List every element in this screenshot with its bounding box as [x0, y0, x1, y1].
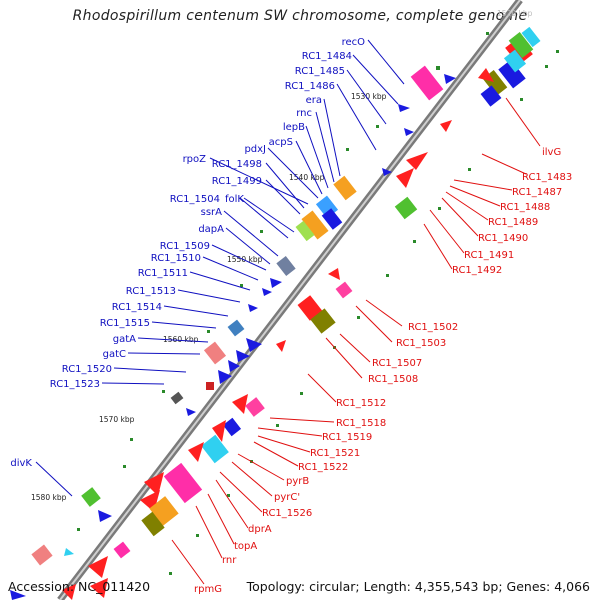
gene-label: RC1_1513	[126, 286, 176, 297]
gene-label: gatC	[103, 349, 126, 360]
tick-label: 1530 kbp	[351, 92, 387, 101]
gene-label: pyrC'	[274, 492, 300, 503]
tick-label: 1560 kbp	[163, 335, 199, 344]
tick-label: 1550 kbp	[227, 255, 263, 264]
gene-label: RC1_1485	[295, 66, 345, 77]
gene-label: RC1_1490	[478, 233, 528, 244]
blue-leaders	[35, 39, 405, 497]
tick-label: 1570 kbp	[99, 415, 135, 424]
gene-label: RC1_1486	[285, 81, 335, 92]
gene-label: lepB	[283, 122, 305, 133]
gene-label: RC1_1489	[488, 217, 538, 228]
gene-label: RC1_1487	[512, 187, 562, 198]
gene-label: RC1_1509	[160, 241, 210, 252]
red-gene-labels: ilvG RC1_1483 RC1_1487 RC1_1488 RC1_1489…	[194, 147, 572, 595]
gene-label: recO	[342, 37, 366, 48]
accession-text: Accession: NC_011420	[8, 579, 151, 594]
gene-label: divK	[10, 458, 32, 469]
gene-label: dapA	[198, 224, 224, 235]
tick-label: 1520 kbp	[497, 9, 533, 18]
gene-label: rnc	[296, 108, 312, 119]
gene-label: RC1_1502	[408, 322, 458, 333]
gene-label: RC1_1504	[170, 194, 220, 205]
forward-genes	[10, 65, 456, 600]
red-leaders	[171, 97, 541, 585]
gene-label: RC1_1511	[138, 268, 188, 279]
gene-label: folK	[225, 194, 244, 205]
gene-label: ssrA	[201, 207, 223, 218]
gene-label: RC1_1491	[464, 250, 514, 261]
gene-label: RC1_1518	[336, 418, 386, 429]
genome-summary: Topology: circular; Length: 4,355,543 bp…	[246, 579, 590, 594]
chromosome-backbone	[57, 0, 523, 600]
gene-label: RC1_1512	[336, 398, 386, 409]
gene-label: RC1_1507	[372, 358, 422, 369]
gene-label: RC1_1520	[62, 364, 112, 375]
gene-label: topA	[234, 541, 257, 552]
gene-label: RC1_1523	[50, 379, 100, 390]
genome-title: Rhodospirillum centenum SW chromosome, c…	[72, 8, 528, 24]
gene-label: RC1_1498	[212, 159, 262, 170]
blue-gene-labels: recO RC1_1484 RC1_1485 RC1_1486 era rnc …	[10, 37, 365, 469]
gene-label: RC1_1499	[212, 176, 262, 187]
gene-label: RC1_1526	[262, 508, 312, 519]
gene-label: RC1_1519	[322, 432, 372, 443]
gene-label: RC1_1521	[310, 448, 360, 459]
gene-label: RC1_1492	[452, 265, 502, 276]
scale-ticks: 1520 kbp 1530 kbp 1540 kbp 1550 kbp 1560…	[31, 9, 533, 502]
gene-label: gatA	[113, 334, 136, 345]
gene-label: RC1_1514	[112, 302, 162, 313]
gene-label: RC1_1483	[522, 172, 572, 183]
gene-label: RC1_1503	[396, 338, 446, 349]
gene-label: era	[306, 95, 322, 106]
gene-label: RC1_1522	[298, 462, 348, 473]
gene-label: rpmG	[194, 584, 222, 595]
gene-label: rnr	[222, 555, 237, 566]
reverse-genes	[62, 26, 541, 600]
gene-label: RC1_1488	[500, 202, 550, 213]
tick-label: 1540 kbp	[289, 173, 325, 182]
gene-label: pyrB	[286, 476, 309, 487]
tick-label: 1580 kbp	[31, 493, 67, 502]
gene-label: acpS	[269, 137, 293, 148]
gene-label: RC1_1484	[302, 51, 352, 62]
gene-label: dprA	[248, 524, 272, 535]
gene-label: RC1_1510	[151, 253, 201, 264]
gene-label: RC1_1515	[100, 318, 150, 329]
gene-label: ilvG	[542, 147, 561, 158]
gene-label: RC1_1508	[368, 374, 418, 385]
gene-label: pdxJ	[244, 144, 266, 155]
gene-label: rpoZ	[183, 154, 207, 165]
